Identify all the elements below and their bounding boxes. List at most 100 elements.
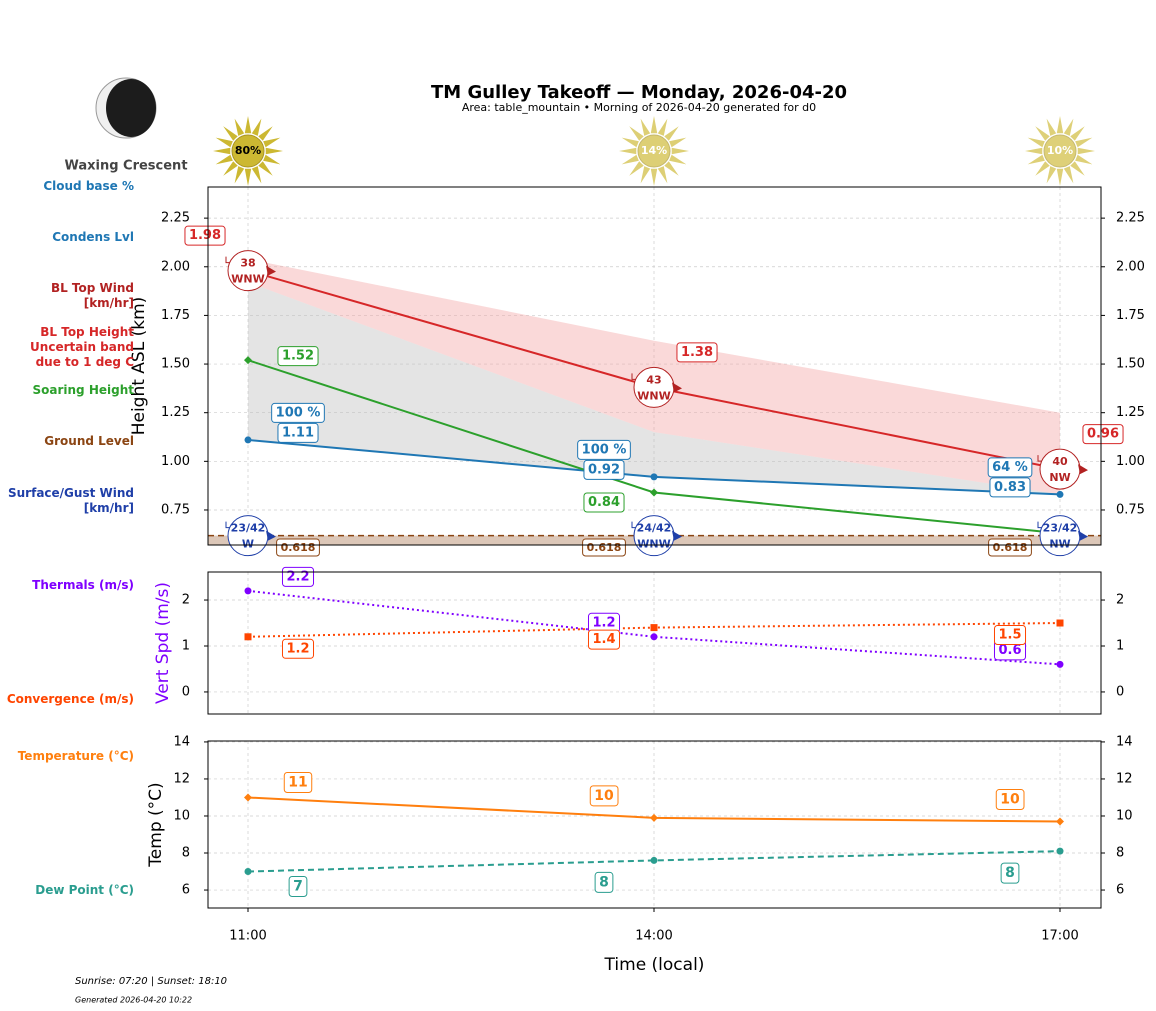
sun-ray [621, 137, 639, 148]
label-box [583, 459, 625, 480]
sun-ray [234, 166, 245, 184]
y-tick-label: 0 [182, 684, 190, 699]
sun-ray [1070, 161, 1085, 176]
wind-speed: 23/42 [231, 522, 266, 535]
x-axis-label: Time (local) [604, 955, 705, 975]
wind-direction: WNW [637, 389, 670, 402]
label-box [1000, 862, 1020, 884]
sun-ray [671, 147, 689, 155]
y-tick-label: 2 [1116, 593, 1124, 608]
sun-ray [1056, 168, 1064, 186]
sun-disc [1043, 134, 1077, 168]
sun [619, 116, 689, 186]
x-tick-label: 14:00 [635, 929, 672, 944]
line [247, 850, 1061, 873]
label-box [277, 422, 319, 443]
row-label: BL Top Wind [km/hr] [50, 281, 134, 310]
y-tick-label: 8 [1116, 846, 1124, 861]
sun [213, 116, 283, 186]
sun-ray [640, 166, 651, 184]
label-box [589, 785, 619, 807]
subtitle: Area: table_mountain • Morning of 2026-0… [462, 101, 816, 114]
label-box [277, 346, 319, 367]
wind-direction: WNW [231, 273, 264, 286]
sun-label: 80% [235, 144, 261, 157]
label-box [988, 538, 1032, 557]
data-label: 0.618 [993, 541, 1028, 554]
y-tick-label: 14 [173, 734, 190, 749]
label-box [281, 638, 315, 659]
wind-direction: WNW [637, 538, 670, 551]
point [650, 473, 658, 481]
convective-layer [248, 282, 1060, 495]
data-label: 0.618 [587, 541, 622, 554]
wind-arrow [1078, 464, 1088, 475]
point [650, 813, 658, 822]
label-box [184, 225, 226, 246]
sun-ray [1063, 166, 1074, 184]
sun-ray [1025, 147, 1043, 155]
plot-frame [207, 571, 1102, 715]
title: TM Gulley Takeoff — Monday, 2026-04-20 [431, 82, 847, 103]
label-box [1082, 424, 1124, 445]
sun-ray [251, 166, 262, 184]
moon-shadow [106, 79, 156, 137]
sun-disc [637, 134, 671, 168]
row-label: Dew Point (°C) [35, 883, 134, 897]
sun-label: 14% [641, 144, 667, 157]
y-tick-label: 2.00 [161, 259, 190, 274]
sun-ray [650, 116, 658, 134]
data-label: 10 [1000, 792, 1020, 808]
x-tick-label: 17:00 [1041, 929, 1078, 944]
sun-ray [629, 126, 644, 141]
wind-arrow [672, 382, 682, 393]
y-tick-label: 2.00 [1116, 259, 1145, 274]
y-tick-label: 1.25 [1116, 405, 1145, 420]
sun-ray [669, 154, 687, 165]
label-box [288, 876, 308, 898]
wind-barb [1037, 521, 1042, 529]
sun-ray [657, 118, 668, 136]
point [650, 624, 658, 632]
sun-ray [234, 118, 245, 136]
data-label: 0.92 [588, 462, 620, 477]
y-tick-label: 2.25 [1116, 211, 1145, 226]
wind-speed: 38 [240, 257, 255, 270]
sun-ray [215, 137, 233, 148]
wind-arrow [672, 530, 682, 541]
data-label: 7 [293, 879, 303, 895]
label-box [989, 477, 1031, 498]
wind-barb [631, 521, 636, 529]
wind-barb [1037, 455, 1042, 462]
sun-ray [223, 126, 238, 141]
y-tick-label: 1.00 [161, 454, 190, 469]
y-tick-label: 1 [182, 638, 190, 653]
sun-ray [244, 168, 252, 186]
wind-barb [225, 521, 230, 529]
y-tick-label: 1 [1116, 638, 1124, 653]
data-label: 0.618 [281, 541, 316, 554]
label-box [987, 457, 1033, 478]
point [244, 793, 252, 802]
y-tick-label: 12 [173, 771, 190, 786]
sun-ray [1046, 118, 1057, 136]
sun-ray [629, 161, 644, 176]
sun-ray [1075, 154, 1093, 165]
y-tick-label: 1.50 [161, 357, 190, 372]
sun-ray [619, 147, 637, 155]
y-tick-label: 1.25 [161, 405, 190, 420]
sun-ray [1027, 154, 1045, 165]
point [244, 587, 252, 595]
sun-label: 10% [1047, 144, 1073, 157]
sun-ray [657, 166, 668, 184]
sun-ray [1027, 137, 1045, 148]
sun-ray [664, 126, 679, 141]
sun-ray [223, 161, 238, 176]
plot-frame [207, 186, 1102, 546]
sun-ray [244, 116, 252, 134]
wind-direction: NW [1049, 471, 1070, 484]
y-tick-label: 0 [1116, 684, 1124, 699]
sun-ray [263, 137, 281, 148]
